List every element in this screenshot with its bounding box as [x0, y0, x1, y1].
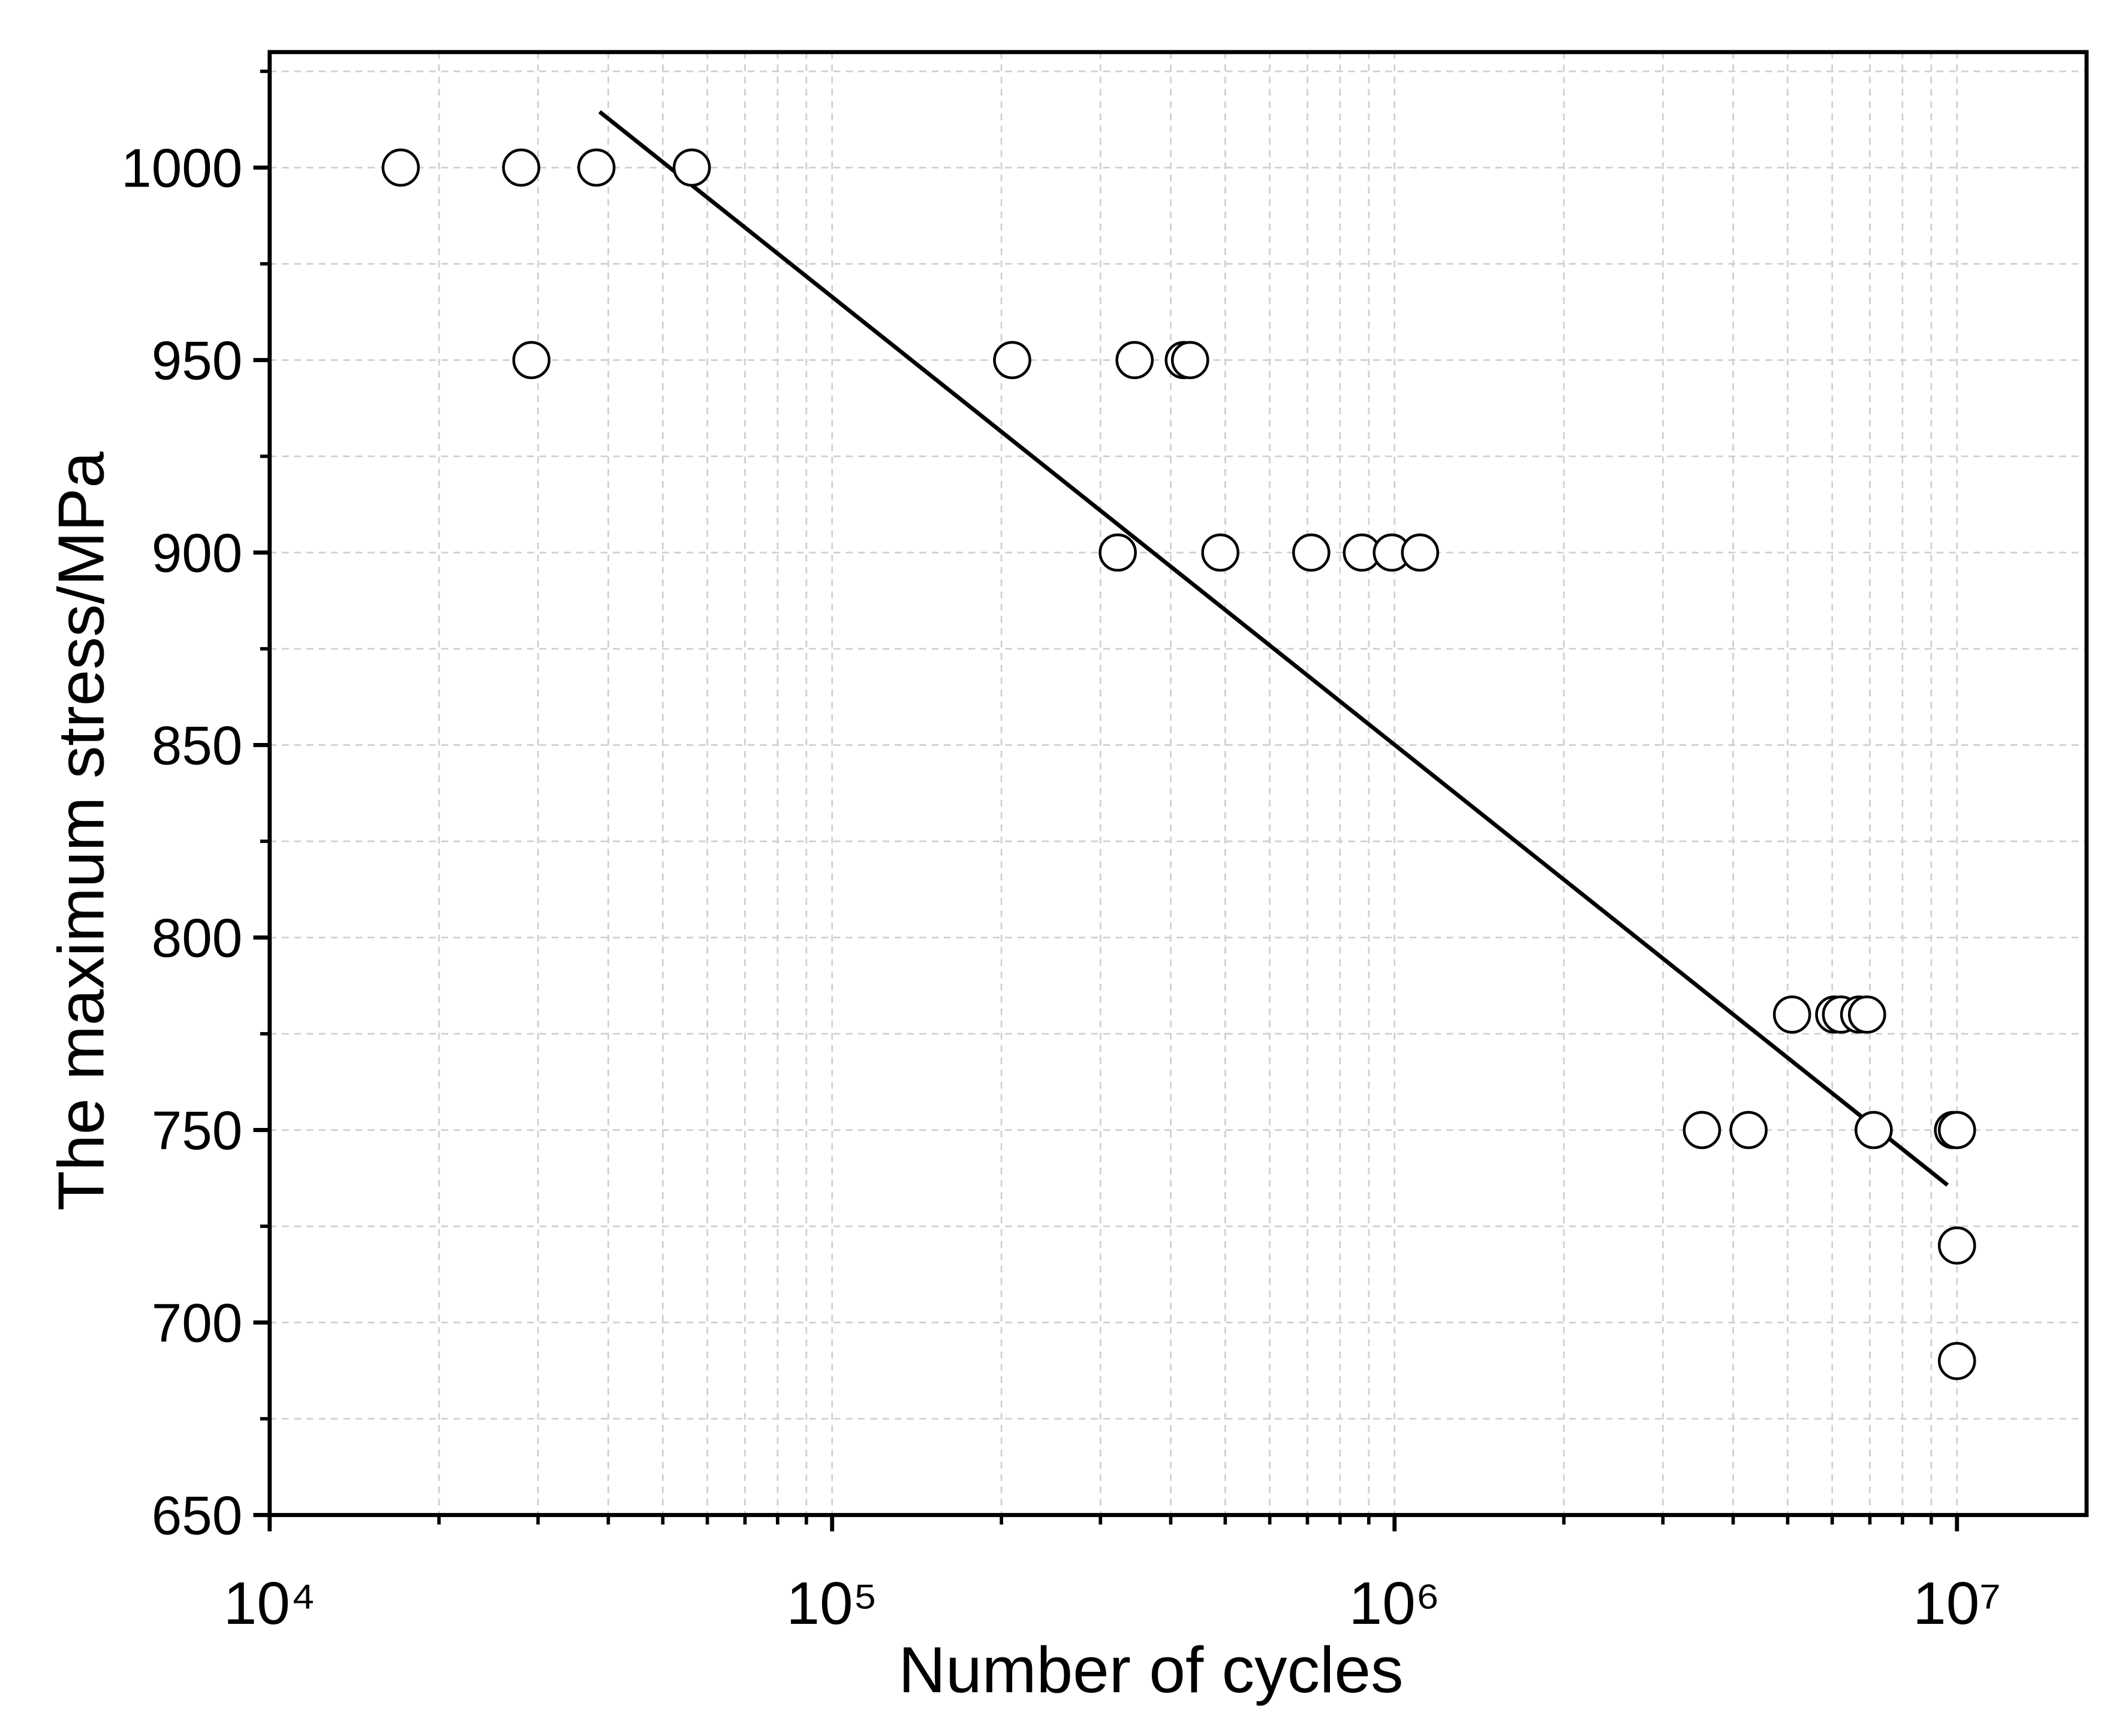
y-tick-label: 850 [152, 715, 243, 776]
data-point [1772, 995, 1811, 1034]
x-axis-label: Number of cycles [898, 1633, 1403, 1707]
data-point [502, 148, 540, 187]
y-tick-label: 700 [152, 1293, 243, 1353]
plot-frame [267, 50, 2089, 1517]
y-tick-label: 950 [152, 330, 243, 391]
data-point [1115, 341, 1154, 380]
data-point [1937, 1341, 1976, 1380]
data-point [672, 148, 711, 187]
x-tick-label: 10⁴ [224, 1570, 316, 1637]
y-tick-label: 900 [152, 523, 243, 583]
data-point [1098, 533, 1137, 572]
x-tick-label: 10⁶ [1349, 1570, 1440, 1637]
data-point [1201, 533, 1239, 572]
data-point [1292, 533, 1331, 572]
y-tick-label: 800 [152, 908, 243, 968]
data-point [1729, 1111, 1768, 1150]
data-point [1170, 341, 1209, 380]
data-point [1847, 995, 1886, 1034]
data-point [1401, 533, 1440, 572]
y-tick-label: 650 [152, 1485, 243, 1546]
data-point [512, 341, 551, 380]
data-point [1937, 1226, 1976, 1265]
data-point [993, 341, 1031, 380]
data-point [1937, 1111, 1976, 1150]
y-tick-label: 750 [152, 1100, 243, 1161]
data-point [577, 148, 616, 187]
x-tick-label: 10⁵ [786, 1570, 878, 1637]
data-point [1855, 1111, 1893, 1150]
y-tick-label: 1000 [121, 138, 242, 198]
fit-line [598, 110, 1949, 1187]
x-tick-label: 10⁷ [1913, 1570, 2001, 1637]
data-point [381, 148, 420, 187]
y-axis-label: The maximum stress/MPa [45, 452, 118, 1211]
data-point [1682, 1111, 1721, 1150]
